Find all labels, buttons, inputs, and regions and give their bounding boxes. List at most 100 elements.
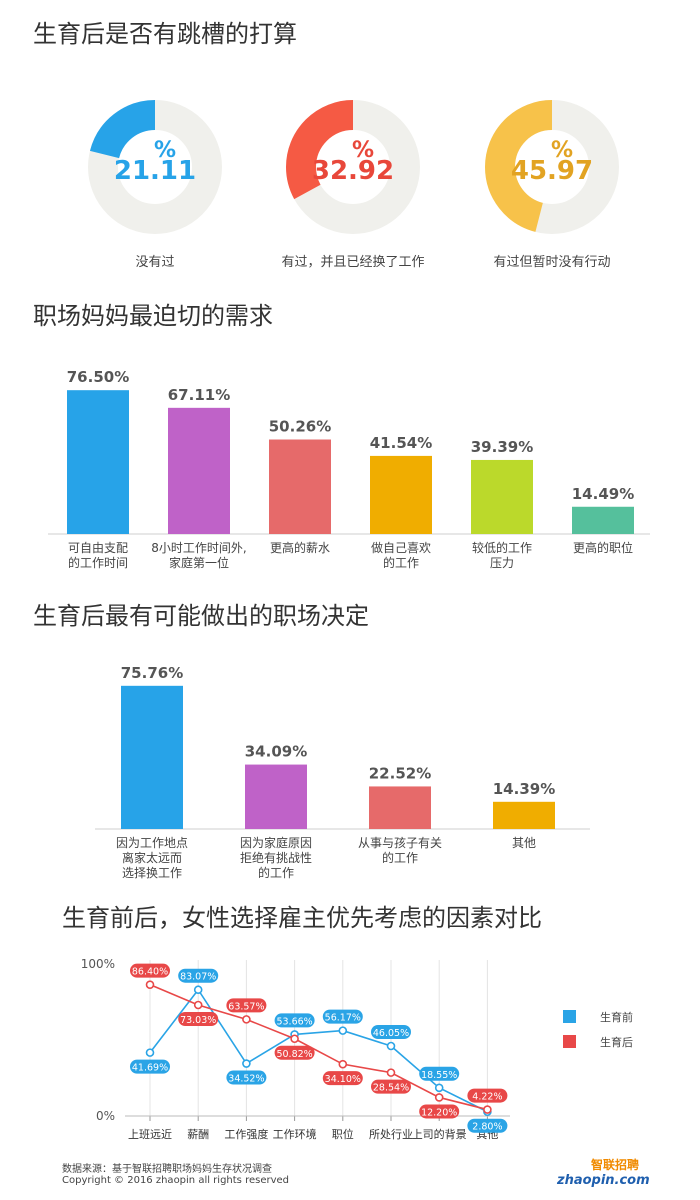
data-label: 83.07% [180,972,216,983]
data-point [483,1105,492,1114]
bar-value-label: 41.54% [370,434,432,452]
data-label: 12.20% [421,1107,457,1118]
data-label-bg [322,1009,363,1024]
data-label: 53.66% [276,1016,312,1027]
decision-bar-chart: 75.76% 因为工作地点离家太远而选择换工作 34.09% 因为家庭原因拒绝有挑战性… [95,664,590,880]
series-line [149,988,488,1113]
legend-label: 生育后 [600,1035,633,1049]
bar-category-label: 更高的薪水 [270,540,330,555]
bar-category-line: 选择换工作 [122,866,182,880]
data-label-bg [419,1104,460,1119]
bar-category-label: 做自己喜欢的工作 [371,540,431,570]
bar-category-line: 因为工作地点 [116,836,188,850]
x-tick-label: 工作环境 [273,1127,317,1141]
x-tick-label: 上班远近 [128,1128,172,1141]
x-tick-label: 职位 [332,1127,354,1141]
data-label: 28.54% [373,1083,409,1094]
series-line [149,983,488,1111]
data-label: 4.22% [472,1092,502,1103]
needs-section-title: 职场妈妈最迫切的需求 [33,302,273,330]
data-point [242,1015,251,1024]
donut-slice [88,100,222,234]
donut-value: 32.92 [312,156,394,186]
bar-category-line: 从事与孩子有关 [358,836,442,850]
bar-value-label: 34.09% [245,743,307,761]
data-label-bg [322,1071,363,1086]
donut-unit: % [352,138,374,163]
data-label: 46.05% [373,1028,409,1039]
bar-value-label: 76.50% [67,368,129,386]
bar [572,506,634,534]
donut-label: 有过，并且已经换了工作 [281,255,424,270]
donut-section-title: 生育后是否有跳槽的打算 [33,20,297,48]
bar-category-line: 8小时工作时间外, [151,541,246,555]
compare-section-title: 生育前后，女性选择雇主优先考虑的因素对比 [62,904,542,932]
donut-value: 45.97 [511,156,593,186]
data-label-bg [226,1070,267,1085]
bar-value-label: 22.52% [369,764,431,782]
bar-category-label: 更高的职位 [573,540,633,555]
data-point [434,1083,444,1093]
bar-category-line: 的工作时间 [68,555,128,570]
bar [493,801,555,829]
bar-category-label: 较低的工作压力 [472,540,532,570]
legend-swatch [563,1010,576,1023]
data-point [386,1041,396,1051]
bar-category-label: 因为家庭原因拒绝有挑战性的工作 [240,835,312,880]
data-label-bg [467,1088,508,1103]
data-label: 50.82% [276,1049,312,1060]
bar-value-label: 14.49% [572,485,634,503]
decision-section-title: 生育后最有可能做出的职场决定 [33,602,369,630]
data-label-bg [178,1011,219,1026]
bar [370,455,432,534]
bar [168,407,230,534]
data-source-note: 数据来源：基于智联招聘职场妈妈生存状况调查 [62,1164,272,1175]
donut-label: 有过但暂时没有行动 [493,255,610,270]
bar-category-label: 从事与孩子有关的工作 [358,836,442,865]
bar-category-line: 压力 [490,556,514,570]
y-tick-label: 100% [81,957,115,971]
data-label: 41.69% [132,1063,168,1074]
data-label: 73.03% [180,1015,216,1026]
bar-category-line: 更高的薪水 [270,540,330,555]
bar-value-label: 75.76% [121,664,183,682]
donut-unit: % [154,138,176,163]
data-label-bg [371,1025,411,1040]
data-label-bg [371,1079,411,1094]
x-tick-label: 薪酬 [187,1128,209,1141]
bar-category-line: 的工作 [382,850,418,865]
bar-value-label: 50.26% [269,418,331,436]
bar-category-line: 其他 [512,836,536,850]
data-label: 34.52% [228,1074,264,1085]
logo-cn-text: 智联招聘 [590,1157,639,1172]
bar-category-line: 的工作 [258,865,294,880]
copyright-note: Copyright © 2016 zhaopin all rights rese… [62,1175,290,1186]
legend-label: 生育前 [600,1010,633,1024]
bar-category-line: 的工作 [383,555,419,570]
data-point [193,1000,203,1010]
data-point [242,1059,251,1068]
data-label: 63.57% [228,1001,264,1012]
bar-category-line: 较低的工作 [472,540,532,555]
bar-category-line: 可自由支配 [68,541,128,555]
bar-value-label: 14.39% [493,780,555,798]
data-point [145,1048,155,1057]
y-tick-label: 0% [96,1109,115,1123]
bar-category-line: 拒绝有挑战性 [240,850,312,865]
data-label: 2.80% [472,1122,502,1133]
x-tick-label: 所处行业 [369,1128,413,1141]
bar [67,390,129,534]
bar [269,439,331,534]
data-point [386,1068,396,1077]
bar [471,459,533,534]
donut-unit: % [551,138,573,163]
data-point [338,1059,348,1069]
bar [245,764,307,829]
data-label-bg [274,1013,315,1028]
data-label-bg [274,1045,315,1060]
data-point [434,1093,444,1102]
data-label: 18.55% [421,1070,457,1081]
x-tick-label: 上司的背景 [412,1127,467,1141]
